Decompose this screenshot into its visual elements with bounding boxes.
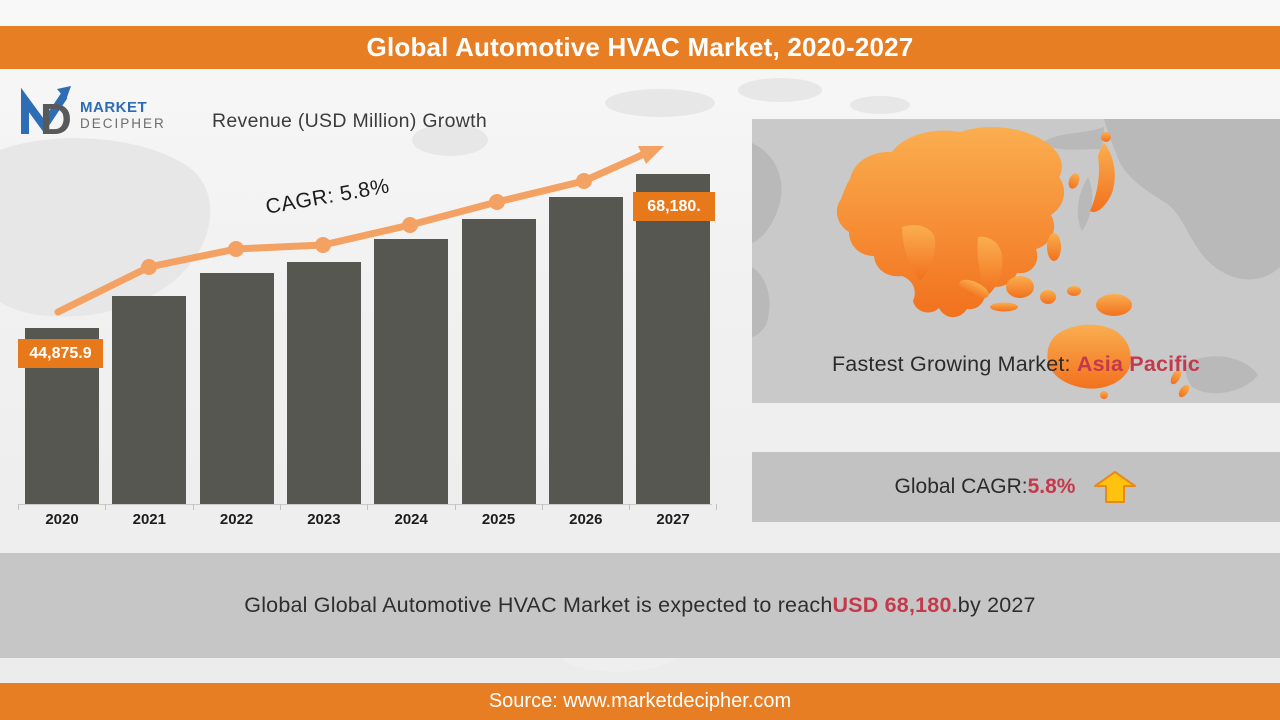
map-panel: Fastest Growing Market: Asia Pacific xyxy=(752,119,1280,403)
x-axis-tick xyxy=(192,504,194,510)
x-axis-label-2021: 2021 xyxy=(132,511,166,528)
data-label-2027: 68,180. xyxy=(633,192,715,221)
bar-2022 xyxy=(199,273,274,504)
x-axis-label-2022: 2022 xyxy=(219,511,254,528)
x-axis-tick xyxy=(629,504,631,510)
map-caption: Fastest Growing Market: Asia Pacific xyxy=(752,352,1280,377)
summary-prefix: Global Global Automotive HVAC Market is … xyxy=(244,593,833,617)
x-axis-tick xyxy=(454,504,456,510)
cagr-label: Global CAGR: xyxy=(894,475,1028,498)
x-axis-label-2026: 2026 xyxy=(569,511,603,528)
x-axis-label-2025: 2025 xyxy=(481,511,516,528)
x-axis-label-2024: 2024 xyxy=(394,511,428,528)
x-axis-label-2020: 2020 xyxy=(45,511,79,528)
page-title: Global Automotive HVAC Market, 2020-2027 xyxy=(366,32,914,62)
summary-suffix: by 2027 xyxy=(957,593,1036,617)
asia-pacific-map-icon xyxy=(752,119,1280,403)
bar-2024 xyxy=(374,239,449,504)
x-axis-tick xyxy=(367,504,369,510)
x-axis-tick xyxy=(541,504,543,510)
map-caption-highlight: Asia Pacific xyxy=(1076,352,1201,376)
summary-highlight: USD 68,180. xyxy=(832,593,958,617)
svg-text:D: D xyxy=(40,95,72,136)
bar-2025 xyxy=(461,219,536,504)
bar-2027 xyxy=(636,174,711,504)
map-caption-prefix: Fastest Growing Market: xyxy=(831,352,1077,376)
title-banner: Global Automotive HVAC Market, 2020-2027 xyxy=(0,26,1280,69)
brand-logo: D MARKET DECIPHER xyxy=(20,84,166,136)
data-label-2020: 44,875.9 xyxy=(18,339,103,368)
bar-2026 xyxy=(548,197,623,504)
x-axis-tick xyxy=(18,504,19,510)
logo-text: MARKET DECIPHER xyxy=(80,99,166,136)
bar-2021 xyxy=(112,296,187,504)
x-axis-tick xyxy=(105,504,107,510)
summary-band: Global Global Automotive HVAC Market is … xyxy=(0,553,1280,658)
up-arrow-icon xyxy=(1093,470,1137,504)
x-axis-tick xyxy=(716,504,718,510)
logo-mark-icon: D xyxy=(21,86,72,136)
source-banner: Source: www.marketdecipher.com xyxy=(0,683,1280,720)
logo-text-decipher: DECIPHER xyxy=(80,116,166,131)
logo-text-market: MARKET xyxy=(80,99,148,116)
global-cagr-box: Global CAGR: 5.8% xyxy=(752,452,1280,522)
x-axis-line xyxy=(18,504,712,505)
x-axis-label-2023: 2023 xyxy=(307,511,341,528)
x-axis-label-2027: 2027 xyxy=(656,511,690,528)
x-axis-tick xyxy=(279,504,281,510)
chart-subtitle: Revenue (USD Million) Growth xyxy=(212,110,487,132)
cagr-value: 5.8% xyxy=(1027,475,1076,498)
bar-2023 xyxy=(286,262,361,504)
